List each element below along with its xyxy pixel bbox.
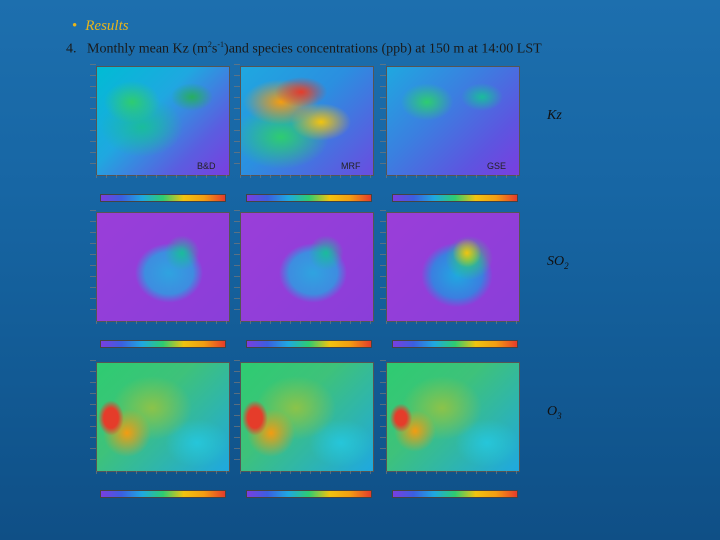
map-panel-o3-mrf (234, 356, 376, 474)
map-panel-kz-mrf: MRF (234, 60, 376, 178)
map-image-o3-mrf (240, 362, 374, 472)
map-panel-kz-bd: B&D (90, 60, 232, 178)
map-image-kz-bd: B&D (96, 66, 230, 176)
scheme-label-bd: B&D (197, 161, 216, 171)
title-sup-2: 2 (207, 40, 212, 49)
map-panel-kz-gse: GSE (380, 60, 522, 178)
title-index: 4. (66, 41, 77, 57)
row-label-so2: SO2 (547, 254, 569, 271)
map-image-kz-gse: GSE (386, 66, 520, 176)
map-image-o3-gse (386, 362, 520, 472)
scheme-label-gse: GSE (487, 161, 507, 171)
map-image-so2-bd (96, 212, 230, 322)
map-panel-o3-gse (380, 356, 522, 474)
colorbar-o3-bd (100, 490, 226, 498)
bullet-icon: • (72, 18, 78, 34)
colorbar-kz-gse (392, 194, 518, 202)
map-image-kz-mrf: MRF (240, 66, 374, 176)
colorbar-o3-mrf (246, 490, 372, 498)
colorbar-kz-mrf (246, 194, 372, 202)
map-panel-o3-bd (90, 356, 232, 474)
colorbar-so2-mrf (246, 340, 372, 348)
title-post: )and species concentrations (ppb) at 150… (224, 41, 542, 57)
results-bullet: • Results (72, 18, 129, 35)
title-sup-neg1: -1 (217, 40, 225, 49)
slide-title: 4. Monthly mean Kz (m2s-1)and species co… (66, 40, 542, 58)
title-pre: Monthly mean Kz (m (87, 41, 208, 57)
map-panel-so2-bd (90, 206, 232, 324)
bullet-text: Results (85, 18, 129, 34)
colorbar-kz-bd (100, 194, 226, 202)
map-image-so2-mrf (240, 212, 374, 322)
colorbar-so2-gse (392, 340, 518, 348)
map-panel-so2-gse (380, 206, 522, 324)
row-label-o3: O3 (547, 404, 562, 421)
scheme-label-mrf: MRF (341, 161, 361, 171)
map-image-o3-bd (96, 362, 230, 472)
colorbar-so2-bd (100, 340, 226, 348)
colorbar-o3-gse (392, 490, 518, 498)
map-panel-so2-mrf (234, 206, 376, 324)
title-mid: s (211, 41, 218, 57)
row-label-kz: Kz (547, 108, 562, 123)
map-image-so2-gse (386, 212, 520, 322)
